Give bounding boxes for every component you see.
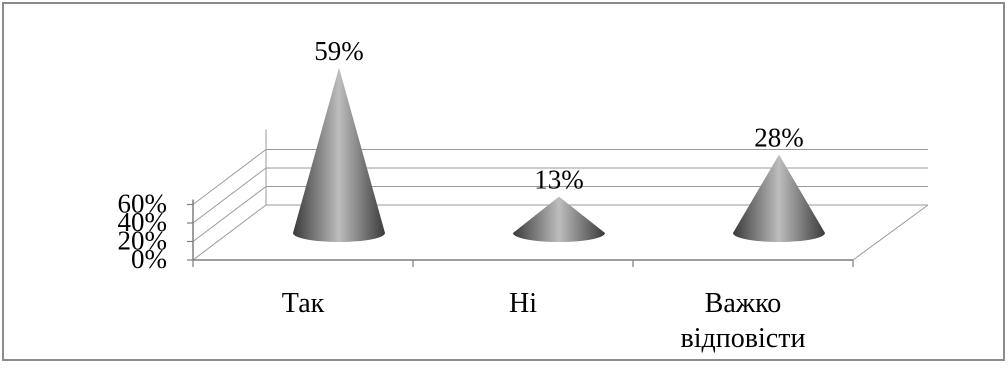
gridline-side <box>192 204 267 261</box>
data-label: 13% <box>534 165 584 195</box>
category-label: Ні <box>509 288 537 319</box>
cone-body <box>293 67 385 242</box>
data-labels: 59% 13% 28% <box>314 36 804 195</box>
y-tick-label: 20% <box>118 226 168 256</box>
gridline-side <box>192 167 267 224</box>
chart-border <box>2 2 1005 361</box>
y-tick-label: 40% <box>118 207 168 237</box>
floor-edge <box>852 204 929 261</box>
category-label: Так <box>282 288 325 319</box>
y-tick-labels: 0%20%40%60% <box>118 189 168 275</box>
cone-body <box>733 154 825 242</box>
cone-bar <box>733 154 825 242</box>
data-label: 28% <box>754 123 804 153</box>
axes <box>187 199 854 267</box>
gridline-side <box>192 186 267 242</box>
cones <box>293 67 825 242</box>
cone-bar <box>513 196 605 242</box>
gridline-side <box>192 149 267 205</box>
y-tick-label: 60% <box>118 189 168 219</box>
cone-body <box>513 196 605 242</box>
category-label: відповісти <box>681 323 806 354</box>
category-labels: Так Ні Важко відповісти <box>282 288 806 354</box>
y-tick-label: 0% <box>131 244 167 274</box>
cone-bar <box>293 67 385 242</box>
category-label: Важко <box>705 288 782 319</box>
data-label: 59% <box>314 36 364 66</box>
gridlines <box>192 129 929 261</box>
